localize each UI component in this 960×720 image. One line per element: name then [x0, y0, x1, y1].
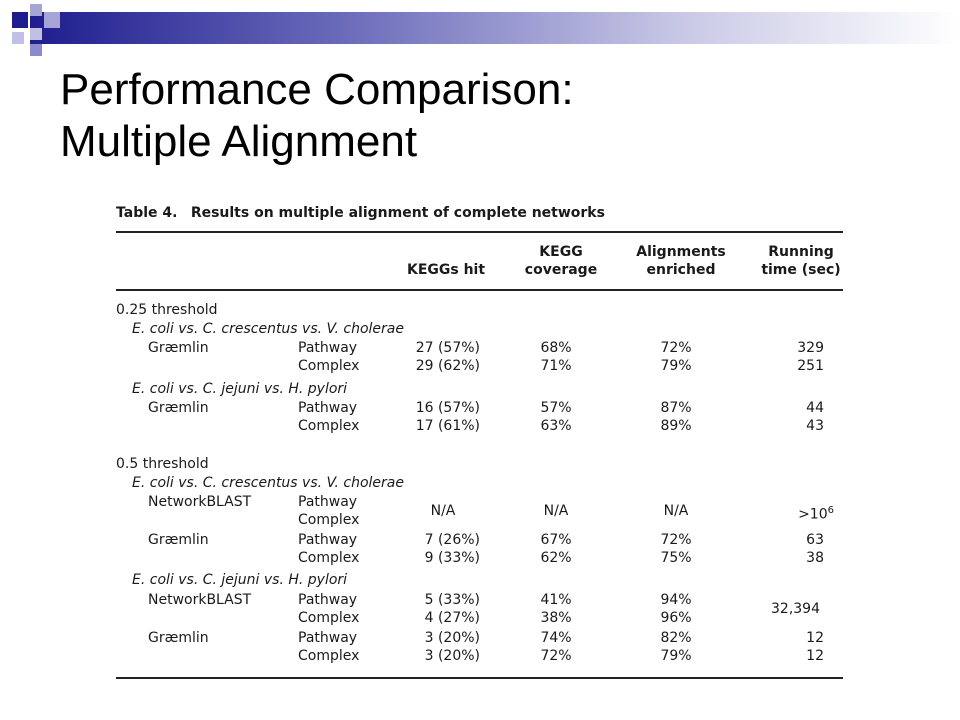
running-time-exponent: 6	[827, 505, 834, 516]
header-running-time: Running time (sec)	[756, 243, 846, 279]
enriched-cell: 82%	[660, 630, 692, 646]
table-caption-label: Table 4.	[116, 205, 178, 221]
coverage-cell: 72%	[540, 648, 572, 664]
enriched-cell: N/A	[663, 503, 689, 519]
keggs-hit-cell: N/A	[430, 503, 456, 519]
keggs-hit-cell: 27 (57%)	[415, 340, 480, 356]
enriched-cell: 72%	[660, 532, 692, 548]
coverage-cell: 74%	[540, 630, 572, 646]
header-gradient-bar	[30, 12, 960, 44]
running-time-base: >10	[798, 506, 828, 523]
keggs-hit-cell: 29 (62%)	[415, 358, 480, 374]
type-label: Pathway	[298, 340, 358, 356]
method-label: Græmlin	[148, 340, 209, 356]
header-kegg-coverage: KEGG coverage	[511, 243, 611, 279]
method-label: Græmlin	[148, 630, 209, 646]
table-caption-text: Results on multiple alignment of complet…	[190, 205, 605, 221]
keggs-hit-cell: 7 (26%)	[424, 532, 480, 548]
method-label: NetworkBLAST	[148, 592, 252, 608]
method-label: Græmlin	[148, 532, 209, 548]
type-label: Pathway	[298, 630, 358, 646]
type-label: Complex	[298, 648, 360, 664]
coverage-cell: 63%	[540, 418, 572, 434]
coverage-cell: N/A	[543, 503, 569, 519]
enriched-cell: 96%	[660, 610, 692, 626]
table-header-rule	[116, 289, 843, 291]
enriched-cell: 75%	[660, 550, 692, 566]
method-label: Græmlin	[148, 400, 209, 416]
running-time-cell: 44	[806, 400, 824, 416]
running-time-cell: 12	[806, 648, 824, 664]
slide-title: Performance Comparison: Multiple Alignme…	[60, 64, 920, 168]
type-label: Complex	[298, 358, 360, 374]
running-time-cell: 251	[797, 358, 824, 374]
type-label: Pathway	[298, 494, 358, 510]
header-square-3	[44, 12, 60, 28]
header-running-line-2: time (sec)	[761, 262, 841, 278]
running-time-cell: 32,394	[771, 601, 820, 617]
keggs-hit-cell: 16 (57%)	[415, 400, 480, 416]
enriched-cell: 87%	[660, 400, 692, 416]
coverage-cell: 67%	[540, 532, 572, 548]
header-square-5	[12, 32, 24, 44]
species-comparison-label: E. coli vs. C. crescentus vs. V. cholera…	[132, 321, 404, 337]
type-label: Pathway	[298, 400, 358, 416]
method-label: NetworkBLAST	[148, 494, 252, 510]
species-comparison-label: E. coli vs. C. jejuni vs. H. pylori	[132, 572, 348, 588]
header-kegg-coverage-line-2: coverage	[524, 262, 598, 278]
species-comparison-label: E. coli vs. C. jejuni vs. H. pylori	[132, 381, 348, 397]
type-label: Complex	[298, 550, 360, 566]
keggs-hit-cell: 9 (33%)	[424, 550, 480, 566]
running-time-cell: 38	[806, 550, 824, 566]
running-time-cell: 43	[806, 418, 824, 434]
enriched-cell: 79%	[660, 648, 692, 664]
threshold-label: 0.5 threshold	[116, 456, 209, 472]
enriched-cell: 94%	[660, 592, 692, 608]
table-caption: Table 4. Results on multiple alignment o…	[116, 205, 605, 221]
slide-title-line-1: Performance Comparison:	[60, 65, 574, 114]
type-label: Complex	[298, 610, 360, 626]
header-square-6	[30, 44, 42, 56]
type-label: Complex	[298, 418, 360, 434]
species-comparison-label: E. coli vs. C. crescentus vs. V. cholera…	[132, 475, 404, 491]
coverage-cell: 62%	[540, 550, 572, 566]
slide-title-line-2: Multiple Alignment	[60, 117, 418, 166]
coverage-cell: 71%	[540, 358, 572, 374]
coverage-cell: 38%	[540, 610, 572, 626]
keggs-hit-cell: 5 (33%)	[424, 592, 480, 608]
table-top-rule	[116, 231, 843, 233]
keggs-hit-cell: 4 (27%)	[424, 610, 480, 626]
enriched-cell: 89%	[660, 418, 692, 434]
type-label: Pathway	[298, 532, 358, 548]
header-alignments-enriched: Alignments enriched	[621, 243, 741, 279]
header-square-2	[30, 4, 42, 16]
keggs-hit-cell: 3 (20%)	[424, 630, 480, 646]
enriched-cell: 72%	[660, 340, 692, 356]
running-time-cell: >106	[756, 502, 834, 524]
running-time-cell: 12	[806, 630, 824, 646]
header-keggs-hit: KEGGs hit	[406, 262, 486, 278]
header-square-4	[30, 28, 42, 40]
coverage-cell: 57%	[540, 400, 572, 416]
running-time-cell: 63	[806, 532, 824, 548]
table-bottom-rule	[116, 677, 843, 679]
header-running-line-1: Running	[768, 244, 834, 260]
header-alignments-line-1: Alignments	[636, 244, 726, 260]
type-label: Pathway	[298, 592, 358, 608]
keggs-hit-cell: 3 (20%)	[424, 648, 480, 664]
type-label: Complex	[298, 512, 360, 528]
coverage-cell: 41%	[540, 592, 572, 608]
header-alignments-line-2: enriched	[646, 262, 716, 278]
coverage-cell: 68%	[540, 340, 572, 356]
running-time-cell: 329	[797, 340, 824, 356]
enriched-cell: 79%	[660, 358, 692, 374]
header-kegg-coverage-line-1: KEGG	[539, 244, 583, 260]
keggs-hit-cell: 17 (61%)	[415, 418, 480, 434]
header-square-1	[12, 12, 28, 28]
threshold-label: 0.25 threshold	[116, 302, 218, 318]
